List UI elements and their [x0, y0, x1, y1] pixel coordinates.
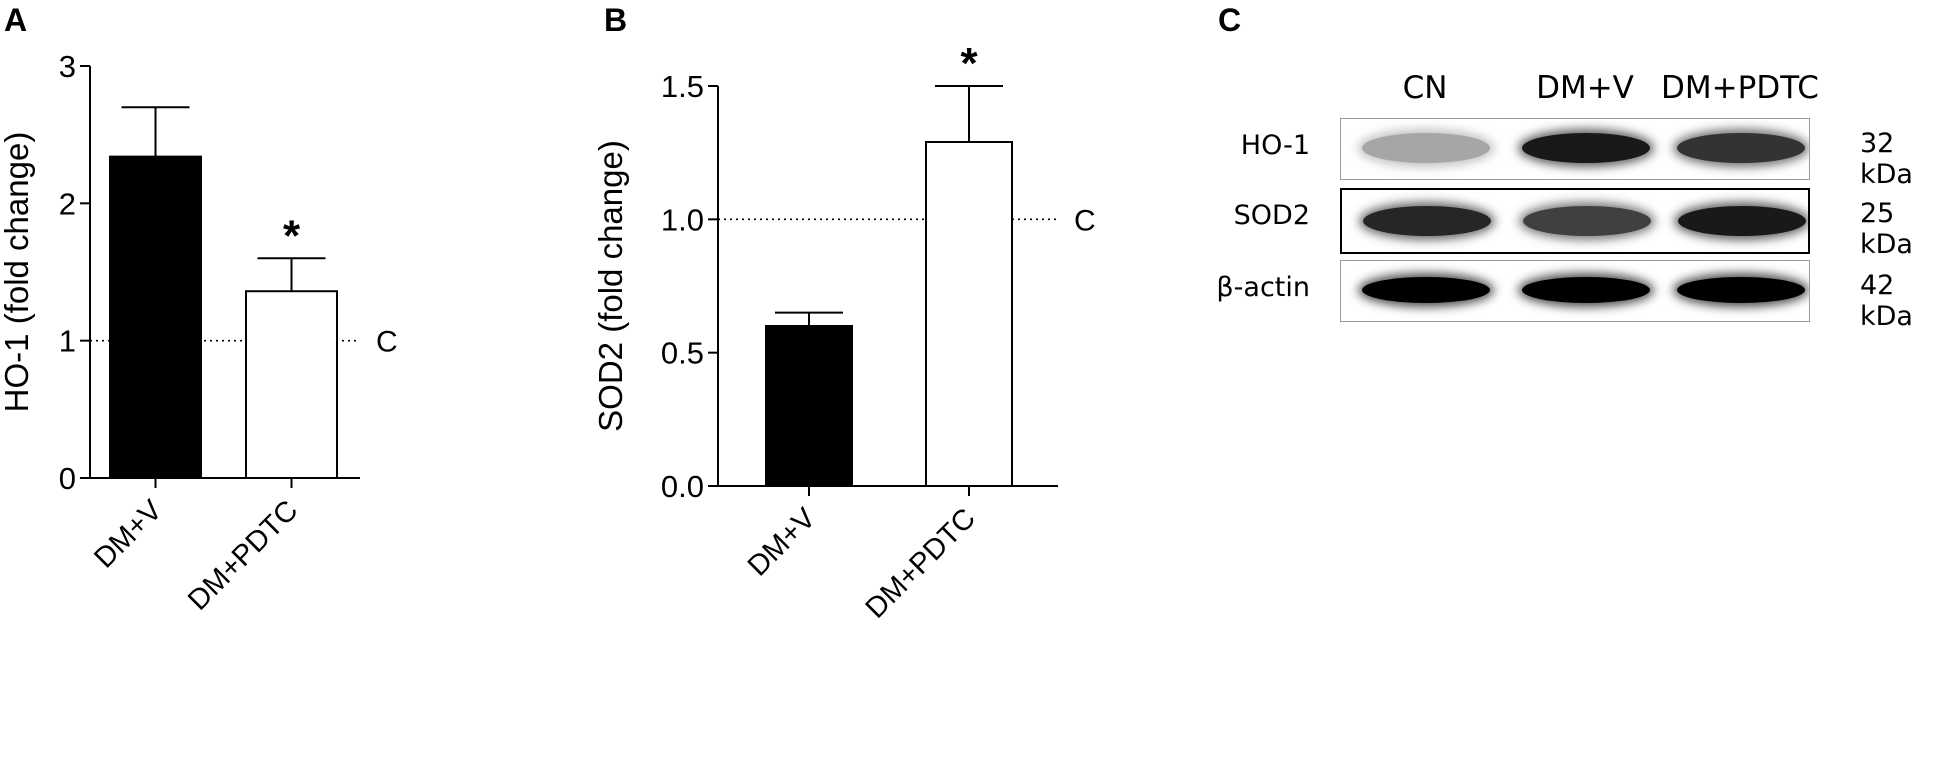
- blot-strip: [1340, 260, 1810, 322]
- reference-label: C: [1074, 204, 1096, 237]
- lane-label: DM+PDTC: [1661, 70, 1819, 106]
- panel-label-a: A: [4, 2, 28, 38]
- bar-dm-v: [765, 325, 853, 487]
- x-tick-label: DM+V: [742, 502, 823, 583]
- y-axis-label: HO-1 (fold change): [0, 132, 35, 413]
- blot-strip: [1340, 118, 1810, 180]
- blot-band: [1362, 277, 1490, 303]
- significance-marker: *: [283, 211, 301, 260]
- bar-dm-v: [109, 155, 202, 479]
- panel-label-b: B: [604, 2, 628, 38]
- reference-label: C: [376, 326, 398, 359]
- y-tick-label: 0.5: [661, 336, 704, 371]
- lane-label: DM+V: [1536, 70, 1634, 106]
- blot-row-label: HO-1: [1240, 130, 1310, 161]
- blot-band: [1677, 277, 1805, 303]
- panel-label-c: C: [1218, 2, 1242, 38]
- blot-band: [1677, 133, 1805, 163]
- blot-band: [1522, 277, 1650, 303]
- y-axis-label: SOD2 (fold change): [592, 140, 629, 432]
- bar-dm-pdtc: [245, 290, 338, 479]
- chart-a: 0 1 2 3 HO-1 (fold change) C DM+V * DM+PDTC: [0, 49, 398, 617]
- blot-row-label: β-actin: [1216, 272, 1310, 303]
- blot-band: [1522, 133, 1650, 163]
- blot-band: [1362, 133, 1490, 163]
- western-blot: CN DM+V DM+PDTC HO-1 32 kDa SOD2 25 kDa β-actin…: [1200, 60, 1940, 340]
- blot-kda-label: 25 kDa: [1860, 198, 1913, 260]
- bar-dm-pdtc: [925, 141, 1013, 487]
- y-tick-label: 1.5: [661, 69, 704, 104]
- y-tick-label: 0: [59, 461, 76, 496]
- x-tick-label: DM+PDTC: [860, 502, 982, 624]
- significance-marker: *: [960, 39, 978, 88]
- y-tick-label: 3: [59, 49, 76, 84]
- y-tick-label: 0.0: [661, 469, 704, 504]
- blot-band: [1523, 206, 1651, 236]
- x-tick-label: DM+V: [88, 494, 169, 575]
- y-tick-label: 1: [59, 324, 76, 359]
- y-tick-label: 2: [59, 186, 76, 221]
- y-tick-label: 1.0: [661, 202, 704, 237]
- blot-kda-label: 42 kDa: [1860, 270, 1913, 332]
- blot-band: [1363, 206, 1491, 236]
- blot-kda-label: 32 kDa: [1860, 128, 1913, 190]
- chart-b: 0.0 0.5 1.0 1.5 SOD2 (fold change) C DM+V * DM+P…: [592, 39, 1096, 625]
- blot-row-label: SOD2: [1233, 200, 1310, 231]
- blot-band: [1678, 206, 1806, 236]
- blot-strip: [1340, 188, 1810, 254]
- lane-label: CN: [1402, 70, 1448, 106]
- x-tick-label: DM+PDTC: [182, 494, 304, 616]
